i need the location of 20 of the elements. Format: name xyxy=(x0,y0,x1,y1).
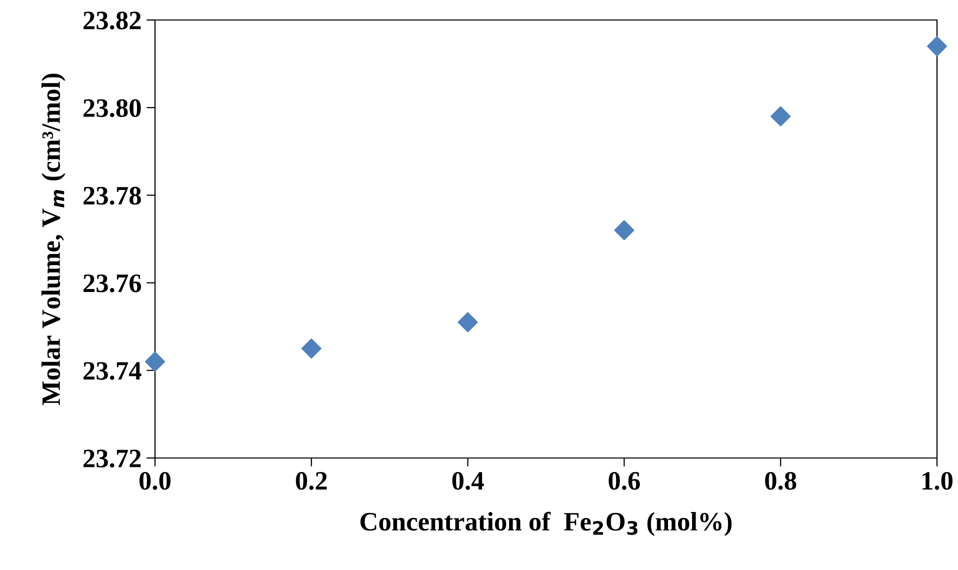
point xyxy=(770,106,791,126)
x-tick-label: 0.2 xyxy=(296,472,327,490)
y-tick-label: 23.80 xyxy=(84,99,141,118)
point xyxy=(614,220,634,240)
point xyxy=(301,338,322,359)
x-tick-label: 0.4 xyxy=(452,472,484,490)
x-tick-label: 0.6 xyxy=(608,472,640,490)
y-tick-label: 23.76 xyxy=(84,274,142,292)
y-tick-label: 23.82 xyxy=(84,12,141,30)
y-axis-title: Molar Volume, V$_{m}$ (cm³/mol) xyxy=(41,74,66,406)
y-tick-label: 23.74 xyxy=(84,362,142,380)
y-tick-label: 23.78 xyxy=(84,186,141,205)
point xyxy=(144,352,166,372)
y-tick-label: 23.72 xyxy=(84,450,141,468)
x-axis-title: Concentration of Fe$_{2}$O$_{3}$ (mol%) xyxy=(360,512,732,536)
x-tick-label: 1.0 xyxy=(922,472,952,490)
x-tick-label: 0.0 xyxy=(140,472,170,490)
point xyxy=(926,36,948,56)
point xyxy=(458,312,478,332)
x-tick-label: 0.8 xyxy=(765,472,796,490)
